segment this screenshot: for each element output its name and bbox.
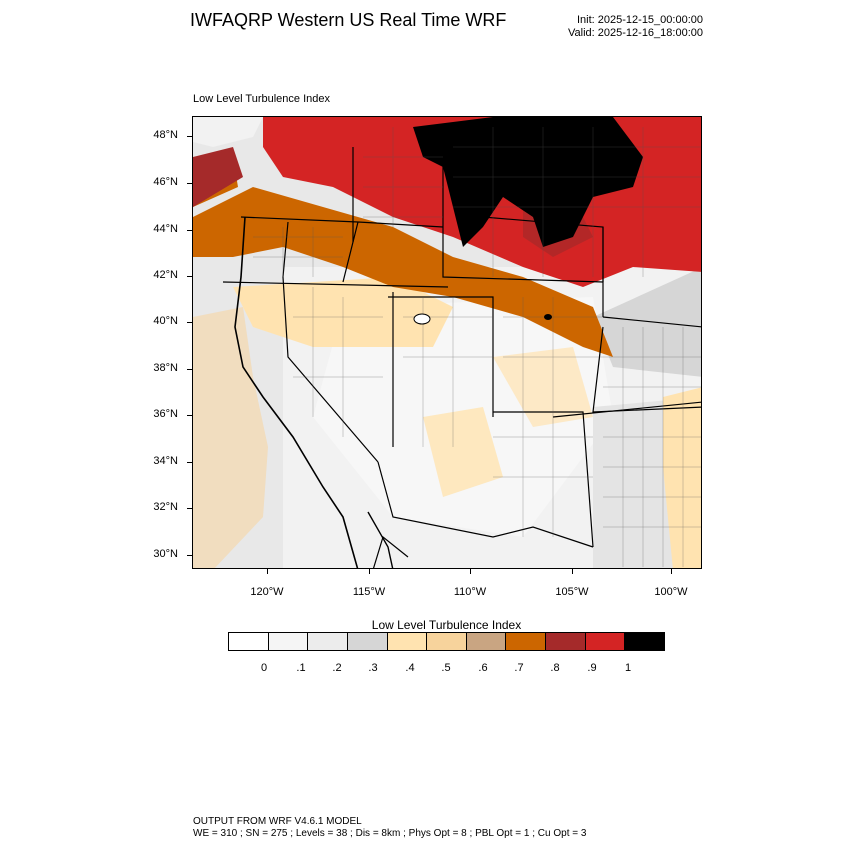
lat-label-44: 44°N bbox=[153, 223, 178, 235]
lat-tick bbox=[187, 415, 192, 416]
lat-tick bbox=[187, 183, 192, 184]
great-salt-lake bbox=[413, 313, 431, 325]
lon-label-105: 105°W bbox=[555, 586, 589, 598]
lat-tick bbox=[187, 462, 192, 463]
lat-label-32: 32°N bbox=[153, 501, 178, 513]
baja-gulf-coast bbox=[367, 511, 394, 568]
extreme-turbulence-region bbox=[413, 117, 643, 247]
colorbar-tick: .5 bbox=[441, 662, 451, 674]
texas-tan-patch bbox=[663, 387, 701, 568]
pacific-coastline bbox=[234, 216, 359, 568]
colorbar-swatch bbox=[506, 633, 547, 650]
colorbar-swatch bbox=[347, 633, 388, 650]
colorbar-tick: .3 bbox=[368, 662, 378, 674]
lat-tick bbox=[187, 230, 192, 231]
lon-label-120: 120°W bbox=[250, 586, 284, 598]
colorbar-swatch bbox=[625, 633, 665, 650]
lat-label-42: 42°N bbox=[153, 269, 178, 281]
lat-tick bbox=[187, 555, 192, 556]
colorbar-tick: 0 bbox=[260, 662, 268, 674]
colorado-tan-patch bbox=[493, 347, 593, 427]
lon-label-115: 115°W bbox=[352, 586, 386, 598]
colorbar-tick: 1 bbox=[624, 662, 632, 674]
lat-label-38: 38°N bbox=[153, 362, 178, 374]
init-time: Init: 2025-12-15_00:00:00 bbox=[577, 14, 703, 26]
colorbar-tick: .6 bbox=[478, 662, 488, 674]
arizona-tan-patch bbox=[423, 407, 503, 497]
colorbar-swatch bbox=[229, 633, 269, 650]
lat-label-48: 48°N bbox=[153, 129, 178, 141]
colorbar bbox=[228, 632, 665, 651]
lon-label-110: 110°W bbox=[453, 586, 487, 598]
lat-tick bbox=[187, 369, 192, 370]
lat-tick bbox=[187, 322, 192, 323]
model-version-line: OUTPUT FROM WRF V4.6.1 MODEL bbox=[193, 816, 362, 827]
turbulence-map bbox=[193, 117, 701, 568]
lon-tick bbox=[369, 569, 370, 574]
lat-tick bbox=[187, 508, 192, 509]
county-lines bbox=[253, 127, 701, 567]
lat-label-36: 36°N bbox=[153, 408, 178, 420]
colorbar-tick: .2 bbox=[332, 662, 342, 674]
lon-tick bbox=[470, 569, 471, 574]
lon-tick bbox=[267, 569, 268, 574]
northwest-grey-corner bbox=[193, 117, 263, 147]
colorbar-tick: .7 bbox=[514, 662, 524, 674]
lat-tick bbox=[187, 276, 192, 277]
model-config-line: WE = 310 ; SN = 275 ; Levels = 38 ; Dis … bbox=[193, 828, 587, 839]
colorbar-swatch bbox=[308, 633, 348, 650]
colorbar-tick: .4 bbox=[405, 662, 415, 674]
lat-label-34: 34°N bbox=[153, 455, 178, 467]
kansas-grey-patch bbox=[593, 267, 701, 377]
colorbar-swatch bbox=[585, 633, 626, 650]
valid-time: Valid: 2025-12-16_18:00:00 bbox=[568, 27, 703, 39]
gulf-of-california-coast bbox=[372, 535, 409, 568]
lon-tick bbox=[572, 569, 573, 574]
lon-tick bbox=[671, 569, 672, 574]
lat-label-46: 46°N bbox=[153, 176, 178, 188]
pacific-dark-red-patch bbox=[193, 147, 243, 207]
orange-turbulence-band bbox=[193, 187, 613, 357]
model-info-footer: OUTPUT FROM WRF V4.6.1 MODEL WE = 310 ; … bbox=[193, 816, 586, 840]
map-panel bbox=[192, 116, 702, 569]
lon-label-100: 100°W bbox=[654, 586, 688, 598]
colorbar-swatch bbox=[466, 633, 507, 650]
lat-label-40: 40°N bbox=[153, 315, 178, 327]
colorbar-swatch bbox=[387, 633, 428, 650]
lat-tick bbox=[187, 136, 192, 137]
colorbar-tick: .9 bbox=[587, 662, 597, 674]
colorbar-tick: .1 bbox=[296, 662, 306, 674]
pacific-tan-patch bbox=[193, 307, 268, 568]
field-subtitle: Low Level Turbulence Index bbox=[193, 93, 330, 105]
plot-title: IWFAQRP Western US Real Time WRF bbox=[190, 10, 507, 30]
colorbar-swatch bbox=[546, 633, 586, 650]
run-times: Init: 2025-12-15_00:00:00 Valid: 2025-12… bbox=[568, 14, 703, 40]
lat-label-30: 30°N bbox=[153, 548, 178, 560]
colorbar-title: Low Level Turbulence Index bbox=[371, 618, 522, 632]
reservoir-mark bbox=[544, 314, 552, 320]
colorbar-swatch bbox=[427, 633, 467, 650]
colorbar-swatch bbox=[268, 633, 309, 650]
colorbar-tick: .8 bbox=[550, 662, 560, 674]
